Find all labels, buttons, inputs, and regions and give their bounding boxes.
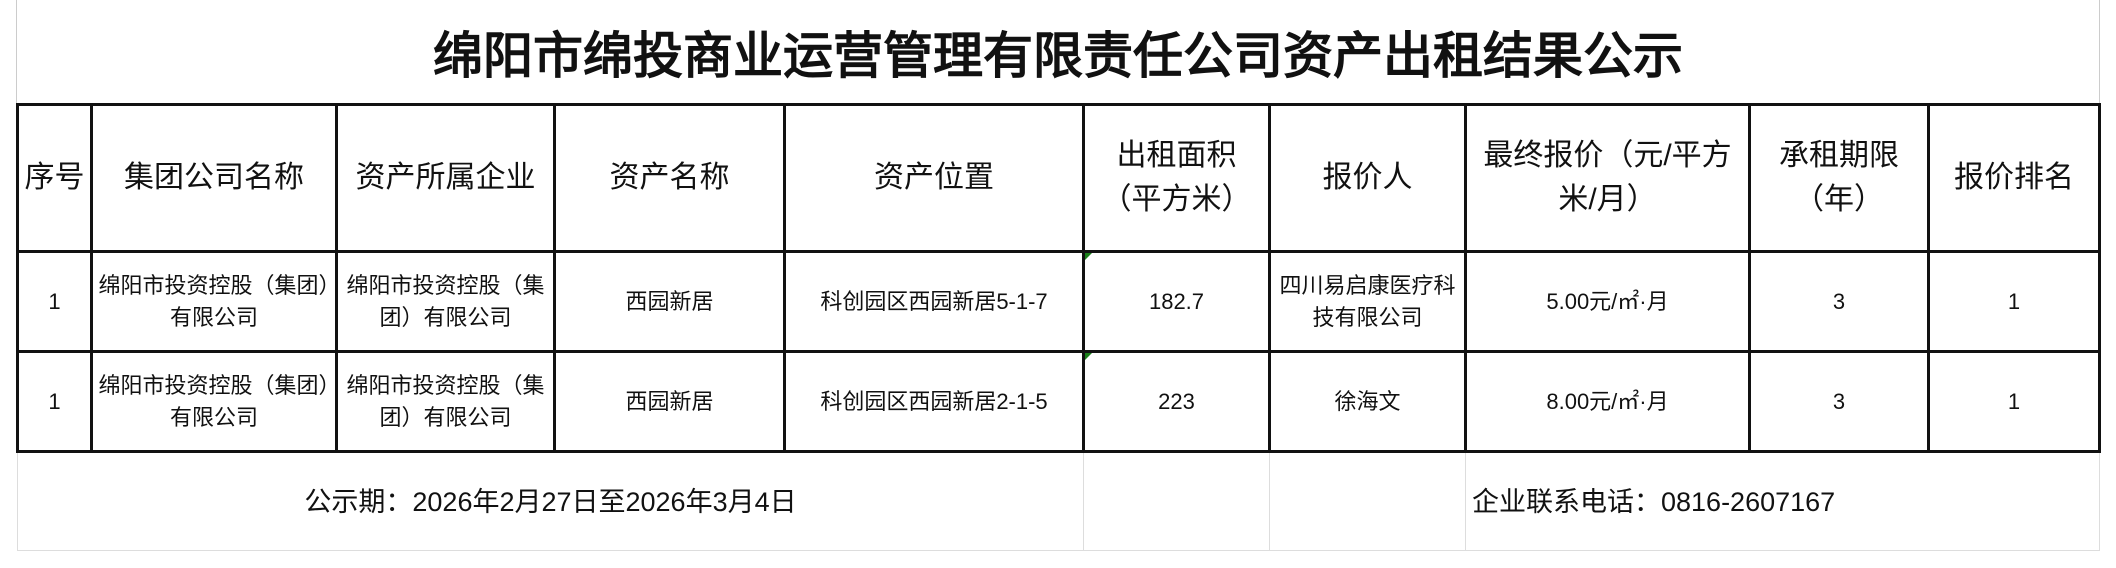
header-col-rank: 报价排名: [1927, 103, 2101, 253]
cell-rank: 1: [1927, 250, 2101, 353]
cell-location: 科创园区西园新居5-1-7: [783, 250, 1085, 353]
header-col-owner: 资产所属企业: [335, 103, 556, 253]
cell-index: 1: [16, 250, 93, 353]
cell-owner: 绵阳市投资控股（集团）有限公司: [335, 350, 556, 453]
header-col-group-company: 集团公司名称: [90, 103, 338, 253]
footer-row: 公示期：2026年2月27日至2026年3月4日 企业联系电话：0816-260…: [17, 450, 2100, 551]
cell-group-company: 绵阳市投资控股（集团）有限公司: [90, 350, 338, 453]
header-row: 序号 集团公司名称 资产所属企业 资产名称 资产位置 出租面积（平方米） 报价人 最终报价（元…: [16, 103, 2101, 253]
empty-cell: [1083, 450, 1270, 551]
cell-final-price: 5.00元/㎡·月: [1464, 250, 1751, 353]
header-col-area: 出租面积（平方米）: [1082, 103, 1271, 253]
results-table: 序号 集团公司名称 资产所属企业 资产名称 资产位置 出租面积（平方米） 报价人 最终报价（元…: [16, 103, 2101, 551]
contact-phone: 企业联系电话：0816-2607167: [1465, 450, 2100, 551]
cell-term: 3: [1748, 250, 1930, 353]
cell-location: 科创园区西园新居2-1-5: [783, 350, 1085, 453]
cell-group-company: 绵阳市投资控股（集团）有限公司: [90, 250, 338, 353]
header-col-index: 序号: [16, 103, 93, 253]
cell-owner: 绵阳市投资控股（集团）有限公司: [335, 250, 556, 353]
header-col-term: 承租期限（年）: [1748, 103, 1930, 253]
empty-cell: [1269, 450, 1466, 551]
cell-rank: 1: [1927, 350, 2101, 453]
table-row: 1 绵阳市投资控股（集团）有限公司 绵阳市投资控股（集团）有限公司 西园新居 科创园区西…: [16, 350, 2101, 453]
page-title: 绵阳市绵投商业运营管理有限责任公司资产出租结果公示: [16, 0, 2100, 103]
cell-index: 1: [16, 350, 93, 453]
cell-area: 223: [1082, 350, 1271, 453]
cell-asset-name: 西园新居: [553, 350, 786, 453]
publication-period: 公示期：2026年2月27日至2026年3月4日: [17, 450, 1084, 551]
cell-asset-name: 西园新居: [553, 250, 786, 353]
header-col-location: 资产位置: [783, 103, 1085, 253]
header-col-bidder: 报价人: [1268, 103, 1467, 253]
cell-bidder: 徐海文: [1268, 350, 1467, 453]
cell-bidder: 四川易启康医疗科技有限公司: [1268, 250, 1467, 353]
cell-final-price: 8.00元/㎡·月: [1464, 350, 1751, 453]
cell-area: 182.7: [1082, 250, 1271, 353]
header-col-asset-name: 资产名称: [553, 103, 786, 253]
cell-term: 3: [1748, 350, 1930, 453]
table-row: 1 绵阳市投资控股（集团）有限公司 绵阳市投资控股（集团）有限公司 西园新居 科创园区西…: [16, 250, 2101, 353]
header-col-final-price: 最终报价（元/平方米/月）: [1464, 103, 1751, 253]
